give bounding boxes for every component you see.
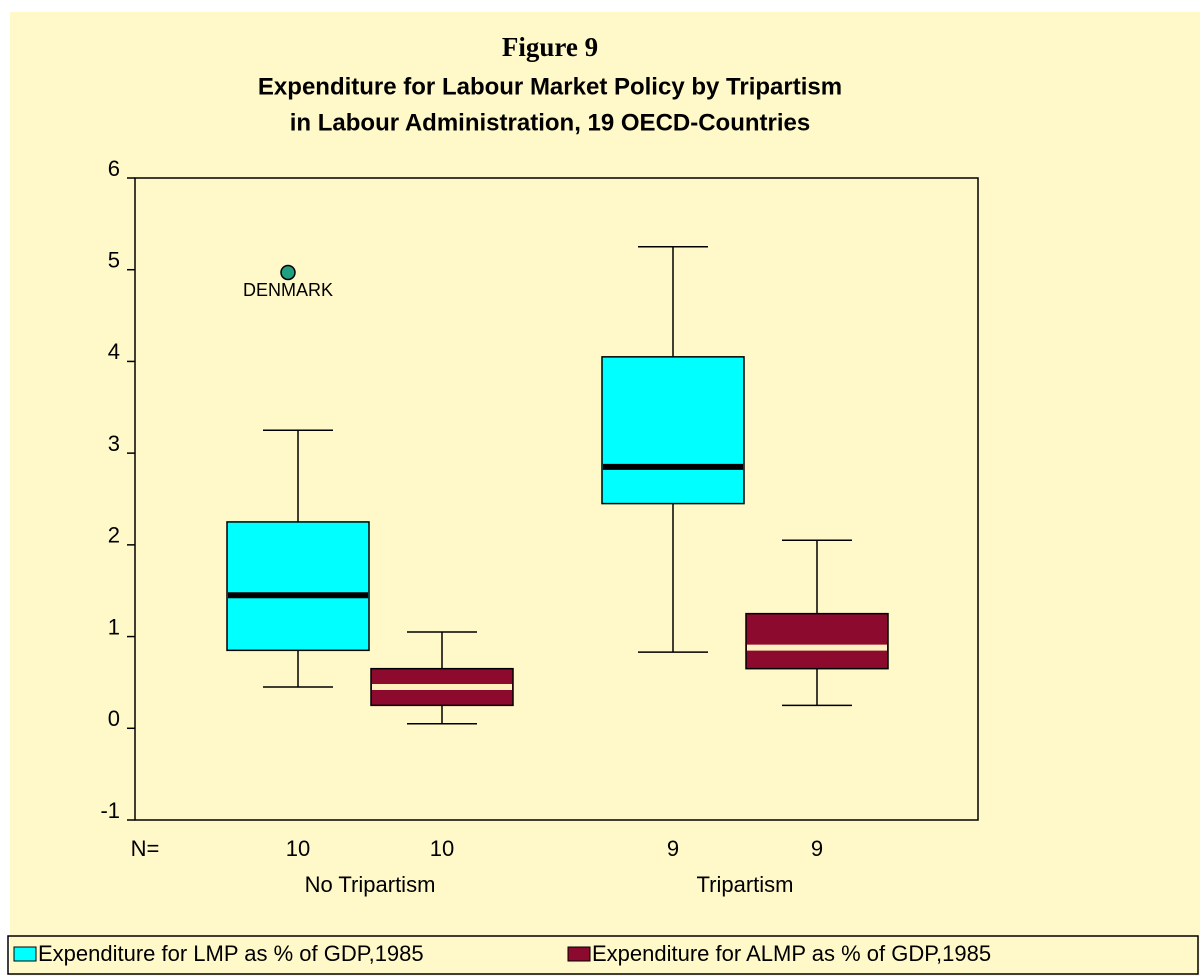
y-tick-label: 6: [108, 156, 120, 181]
n-value: 9: [667, 836, 679, 861]
x-tick-label: Tripartism: [697, 872, 794, 897]
legend-label: Expenditure for ALMP as % of GDP,1985: [592, 941, 991, 966]
y-tick-label: 3: [108, 431, 120, 456]
outlier: [280, 264, 296, 281]
y-tick-label: 0: [108, 706, 120, 731]
chart-subtitle: in Labour Administration, 19 OECD-Countr…: [290, 109, 810, 136]
box: [601, 356, 745, 505]
chart-title: Figure 9: [502, 32, 598, 62]
n-value: 9: [811, 836, 823, 861]
x-tick-label: No Tripartism: [305, 872, 436, 897]
box: [226, 521, 370, 652]
chart-subtitle: Expenditure for Labour Market Policy by …: [258, 73, 842, 100]
legend-swatch: [567, 946, 591, 962]
n-value: 10: [286, 836, 310, 861]
plot-frame: [134, 177, 979, 821]
y-tick-label: 1: [108, 614, 120, 639]
y-tick-label: 2: [108, 523, 120, 548]
n-label: N=: [131, 836, 160, 861]
legend-frame: [7, 935, 1199, 975]
box: [745, 612, 889, 670]
y-tick-label: 5: [108, 248, 120, 273]
legend-label: Expenditure for LMP as % of GDP,1985: [38, 941, 424, 966]
y-tick-label: 4: [108, 339, 120, 364]
outlier-label: DENMARK: [243, 280, 333, 300]
n-value: 10: [430, 836, 454, 861]
legend-swatch: [13, 946, 37, 962]
y-tick-label: -1: [100, 798, 120, 823]
